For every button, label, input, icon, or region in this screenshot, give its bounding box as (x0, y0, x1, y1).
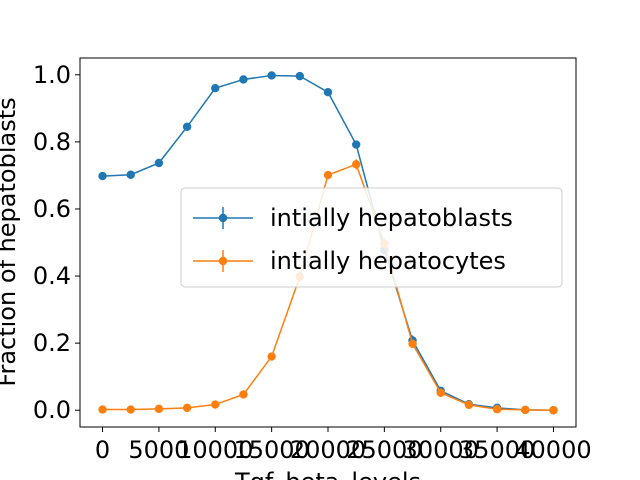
x-tick-label: 25000 (346, 436, 422, 464)
data-point (211, 400, 220, 409)
plot-area (98, 71, 558, 415)
x-tick-label: 5000 (128, 436, 189, 464)
data-point (98, 405, 107, 414)
data-point (267, 71, 276, 80)
x-axis-label: Tgf_beta_levels (234, 468, 421, 480)
x-tick-label: 30000 (403, 436, 479, 464)
data-point (267, 352, 276, 361)
data-point (182, 403, 192, 413)
data-point (154, 158, 164, 168)
data-point (408, 339, 417, 349)
legend-marker (218, 213, 228, 223)
y-tick-label: 0.4 (33, 262, 71, 290)
data-point (98, 171, 107, 181)
legend-label: intially hepatoblasts (270, 204, 513, 232)
y-tick-label: 1.0 (33, 61, 71, 89)
data-point (126, 170, 135, 179)
data-point (211, 83, 220, 93)
x-tick-label: 0 (95, 436, 110, 464)
y-tick-label: 0.2 (33, 329, 71, 357)
legend: intially hepatoblasts intially hepatocyte… (180, 187, 563, 288)
x-tick-label: 40000 (515, 436, 591, 464)
data-point (239, 75, 248, 84)
y-tick-label: 0.6 (33, 195, 71, 223)
data-point (521, 405, 530, 415)
data-point (295, 71, 305, 81)
x-tick-label: 20000 (290, 436, 366, 464)
data-point (239, 390, 248, 399)
x-tick-label: 15000 (233, 436, 309, 464)
data-point (549, 406, 558, 415)
data-point (492, 405, 502, 414)
data-point (464, 400, 474, 410)
y-tick-label: 0.8 (33, 128, 71, 156)
data-point (323, 170, 333, 180)
data-point (126, 405, 135, 414)
legend-box (180, 187, 563, 288)
y-axis: 0.0 0.2 0.4 0.6 0.8 1.0 (33, 61, 80, 424)
legend-marker (218, 256, 228, 266)
legend-label: intially hepatocytes (270, 247, 506, 275)
data-point (351, 160, 361, 169)
data-point (323, 88, 333, 97)
x-tick-label: 35000 (459, 436, 535, 464)
data-point (351, 140, 361, 149)
data-point (436, 388, 445, 397)
data-point (154, 404, 164, 414)
y-tick-label: 0.0 (33, 396, 71, 424)
x-tick-label: 10000 (177, 436, 253, 464)
data-point (182, 122, 192, 131)
y-axis-label: Fraction of hepatoblasts (0, 97, 21, 386)
